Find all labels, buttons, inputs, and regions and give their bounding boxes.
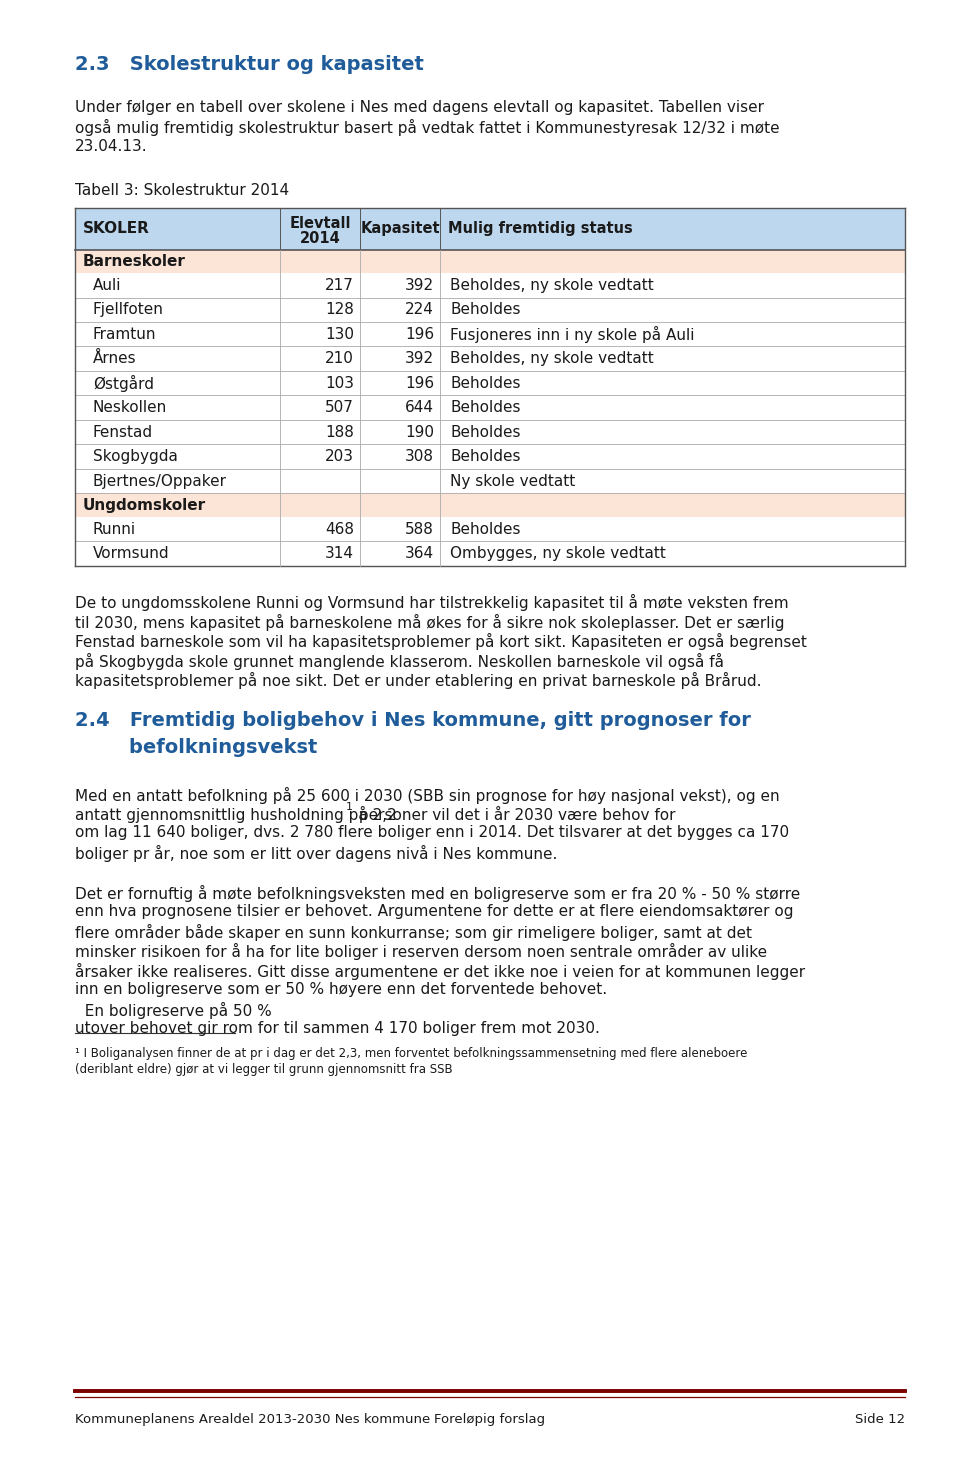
Text: 203: 203 [325,450,354,464]
Text: ¹ I Boliganalysen finner de at pr i dag er det 2,3, men forventet befolkningssam: ¹ I Boliganalysen finner de at pr i dag … [75,1047,748,1060]
Text: 224: 224 [405,302,434,317]
Text: (deriblant eldre) gjør at vi legger til grunn gjennomsnitt fra SSB: (deriblant eldre) gjør at vi legger til … [75,1063,452,1076]
Text: Neskollen: Neskollen [93,400,167,415]
Text: 644: 644 [405,400,434,415]
Text: Beholdes: Beholdes [450,450,520,464]
Text: 1: 1 [346,802,352,812]
Bar [75,469,905,493]
Text: De to ungdomsskolene Runni og Vormsund har tilstrekkelig kapasitet til å møte ve: De to ungdomsskolene Runni og Vormsund h… [75,594,788,612]
Text: Det er fornuftig å møte befolkningsveksten med en boligreserve som er fra 20 % -: Det er fornuftig å møte befolkningsvekst… [75,885,801,901]
Text: Side 12: Side 12 [854,1413,905,1426]
Bar [75,323,905,346]
Bar [75,298,905,323]
Text: Beholdes: Beholdes [450,521,520,537]
Text: Bjertnes/Oppaker: Bjertnes/Oppaker [93,473,227,489]
Text: 364: 364 [405,546,434,561]
Text: Årnes: Årnes [93,352,136,366]
Text: 2014: 2014 [300,231,341,245]
Text: 196: 196 [405,375,434,391]
Text: 188: 188 [325,425,354,439]
Text: minsker risikoen for å ha for lite boliger i reserven dersom noen sentrale områd: minsker risikoen for å ha for lite bolig… [75,943,767,961]
Text: 103: 103 [325,375,354,391]
Text: 128: 128 [325,302,354,317]
Bar [75,493,905,517]
Text: personer vil det i år 2030 være behov for: personer vil det i år 2030 være behov fo… [353,806,675,823]
Bar [75,346,905,371]
Text: 507: 507 [325,400,354,415]
Text: Fenstad: Fenstad [93,425,154,439]
Bar [75,250,905,273]
Text: flere områder både skaper en sunn konkurranse; som gir rimeligere boliger, samt : flere områder både skaper en sunn konkur… [75,924,752,940]
Text: 308: 308 [405,450,434,464]
Text: Barneskoler: Barneskoler [83,254,186,269]
Bar [75,207,905,250]
Bar [75,396,905,420]
Text: Under følger en tabell over skolene i Nes med dagens elevtall og kapasitet. Tabe: Under følger en tabell over skolene i Ne… [75,99,764,114]
Text: til 2030, mens kapasitet på barneskolene må økes for å sikre nok skoleplasser. D: til 2030, mens kapasitet på barneskolene… [75,613,784,631]
Text: kapasitetsproblemer på noe sikt. Det er under etablering en privat barneskole på: kapasitetsproblemer på noe sikt. Det er … [75,672,761,689]
Text: Kommuneplanens Arealdel 2013-2030 Nes kommune: Kommuneplanens Arealdel 2013-2030 Nes ko… [75,1413,430,1426]
Text: Framtun: Framtun [93,327,156,342]
Text: antatt gjennomsnittlig husholdning på 2,2: antatt gjennomsnittlig husholdning på 2,… [75,806,396,823]
Text: Fusjoneres inn i ny skole på Auli: Fusjoneres inn i ny skole på Auli [450,326,694,343]
Text: Beholdes: Beholdes [450,302,520,317]
Text: 190: 190 [405,425,434,439]
Text: 210: 210 [325,352,354,366]
Text: 2.3   Skolestruktur og kapasitet: 2.3 Skolestruktur og kapasitet [75,55,424,74]
Text: Auli: Auli [93,277,122,293]
Text: Runni: Runni [93,521,136,537]
Text: Tabell 3: Skolestruktur 2014: Tabell 3: Skolestruktur 2014 [75,182,289,199]
Text: 392: 392 [405,277,434,293]
Bar [75,371,905,396]
Text: Mulig fremtidig status: Mulig fremtidig status [448,220,633,237]
Text: Beholdes: Beholdes [450,425,520,439]
Text: 392: 392 [405,352,434,366]
Text: 23.04.13.: 23.04.13. [75,139,148,153]
Text: Beholdes, ny skole vedtatt: Beholdes, ny skole vedtatt [450,352,654,366]
Text: enn hva prognosene tilsier er behovet. Argumentene for dette er at flere eiendom: enn hva prognosene tilsier er behovet. A… [75,904,794,918]
Bar [75,444,905,469]
Text: En boligreserve på 50 %
utover behovet gir rom for til sammen 4 170 boliger frem: En boligreserve på 50 % utover behovet g… [75,1002,600,1037]
Text: 468: 468 [325,521,354,537]
Text: 217: 217 [325,277,354,293]
Text: Elevtall: Elevtall [289,216,350,231]
Text: 2.4   Fremtidig boligbehov i Nes kommune, gitt prognoser for: 2.4 Fremtidig boligbehov i Nes kommune, … [75,711,751,730]
Text: 130: 130 [325,327,354,342]
Text: Ombygges, ny skole vedtatt: Ombygges, ny skole vedtatt [450,546,666,561]
Text: befolkningsvekst: befolkningsvekst [75,737,318,756]
Text: også mulig fremtidig skolestruktur basert på vedtak fattet i Kommunestyresak 12/: også mulig fremtidig skolestruktur baser… [75,120,780,136]
Text: Østgård: Østgård [93,375,154,391]
Text: SKOLER: SKOLER [83,220,150,237]
Text: Skogbygda: Skogbygda [93,450,178,464]
Text: boliger pr år, noe som er litt over dagens nivå i Nes kommune.: boliger pr år, noe som er litt over dage… [75,845,558,861]
Bar [75,517,905,542]
Text: 314: 314 [325,546,354,561]
Text: Beholdes, ny skole vedtatt: Beholdes, ny skole vedtatt [450,277,654,293]
Bar [75,542,905,566]
Text: Ny skole vedtatt: Ny skole vedtatt [450,473,575,489]
Text: inn en boligreserve som er 50 % høyere enn det forventede behovet.: inn en boligreserve som er 50 % høyere e… [75,983,607,997]
Text: Kapasitet: Kapasitet [360,220,440,237]
Text: 196: 196 [405,327,434,342]
Bar [75,273,905,298]
Text: om lag 11 640 boliger, dvs. 2 780 flere boliger enn i 2014. Det tilsvarer at det: om lag 11 640 boliger, dvs. 2 780 flere … [75,825,789,841]
Text: Beholdes: Beholdes [450,375,520,391]
Bar [75,420,905,444]
Text: Beholdes: Beholdes [450,400,520,415]
Text: Vormsund: Vormsund [93,546,170,561]
Text: på Skogbygda skole grunnet manglende klasserom. Neskollen barneskole vil også få: på Skogbygda skole grunnet manglende kla… [75,653,724,670]
Text: årsaker ikke realiseres. Gitt disse argumentene er det ikke noe i veien for at k: årsaker ikke realiseres. Gitt disse argu… [75,962,805,980]
Text: Foreløpig forslag: Foreløpig forslag [435,1413,545,1426]
Text: Med en antatt befolkning på 25 600 i 2030 (SBB sin prognose for høy nasjonal vek: Med en antatt befolkning på 25 600 i 203… [75,787,780,803]
Text: 588: 588 [405,521,434,537]
Text: Fjellfoten: Fjellfoten [93,302,164,317]
Text: Fenstad barneskole som vil ha kapasitetsproblemer på kort sikt. Kapasiteten er o: Fenstad barneskole som vil ha kapasitets… [75,634,806,650]
Text: Ungdomskoler: Ungdomskoler [83,498,206,512]
